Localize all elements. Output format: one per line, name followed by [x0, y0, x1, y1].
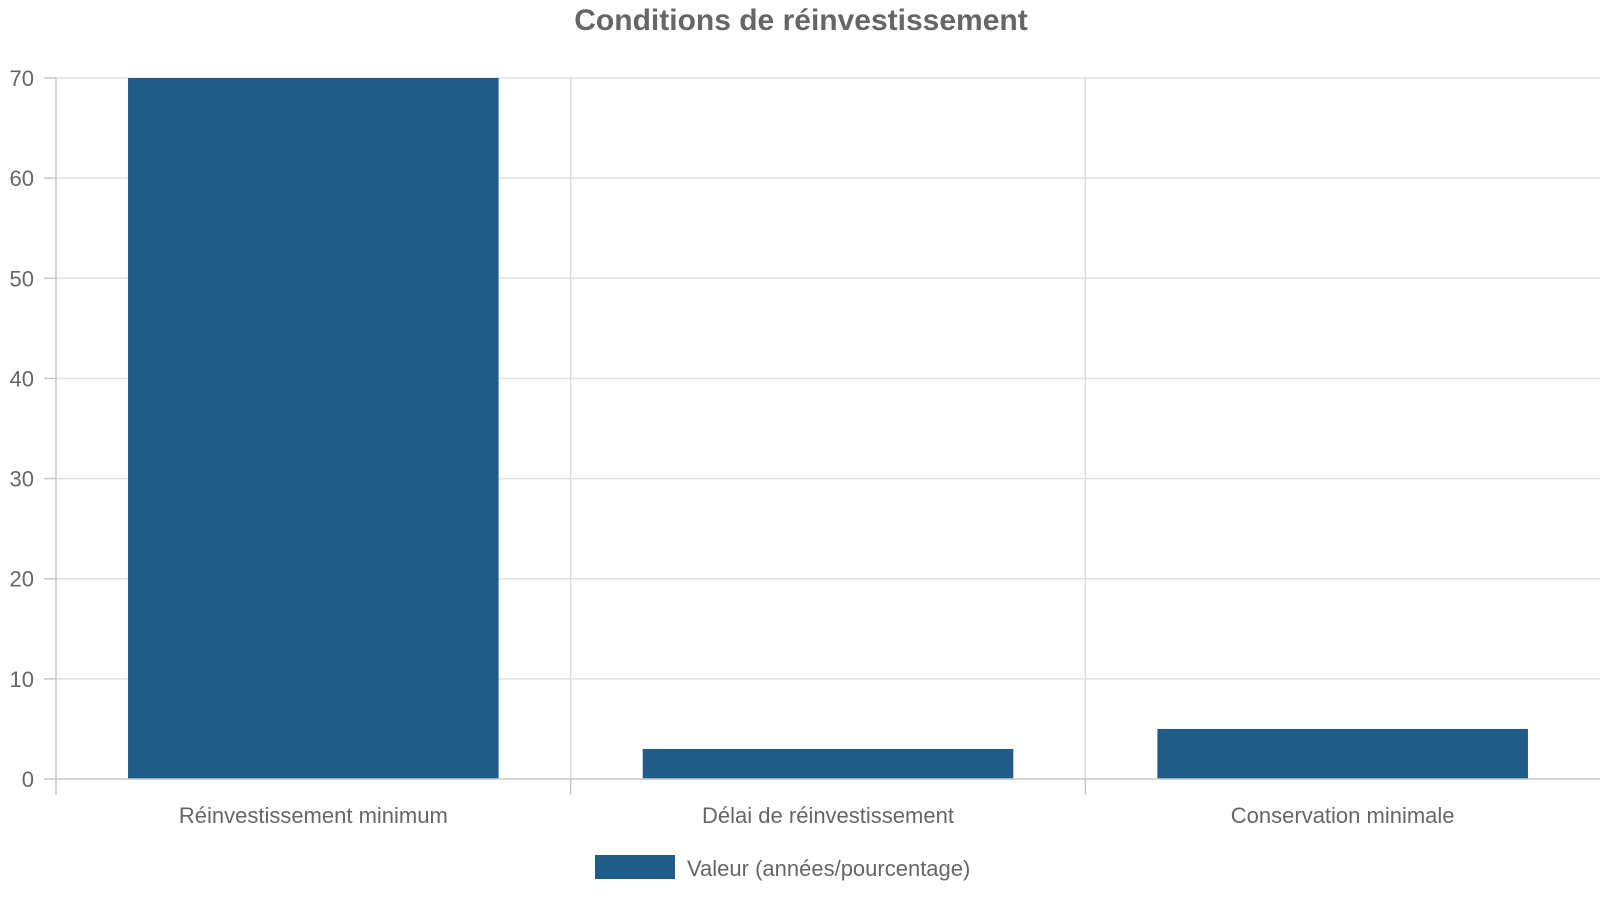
- legend-label: Valeur (années/pourcentage): [687, 856, 970, 881]
- x-category-label: Conservation minimale: [1231, 803, 1455, 828]
- x-category-label: Délai de réinvestissement: [702, 803, 954, 828]
- y-tick-label: 0: [22, 767, 34, 792]
- bar: [642, 748, 1014, 779]
- y-axis-tick-labels: 0 10 20 30 40 50 60 70: [10, 66, 34, 792]
- bar: [1157, 728, 1528, 779]
- chart-title: Conditions de réinvestissement: [574, 4, 1027, 37]
- y-tick-label: 60: [10, 166, 34, 191]
- y-tick-label: 30: [10, 467, 34, 492]
- y-tick-label: 10: [10, 667, 34, 692]
- y-tick-label: 40: [10, 366, 34, 391]
- x-axis-category-labels: Réinvestissement minimum Délai de réinves…: [179, 803, 1455, 828]
- x-category-label: Réinvestissement minimum: [179, 803, 448, 828]
- legend: Valeur (années/pourcentage): [595, 855, 970, 881]
- y-tick-label: 70: [10, 66, 34, 91]
- y-tick-label: 20: [10, 567, 34, 592]
- axes: [44, 77, 1600, 795]
- y-tick-label: 50: [10, 266, 34, 291]
- bars: [128, 78, 1528, 779]
- bar: [128, 78, 499, 779]
- legend-swatch: [595, 855, 675, 879]
